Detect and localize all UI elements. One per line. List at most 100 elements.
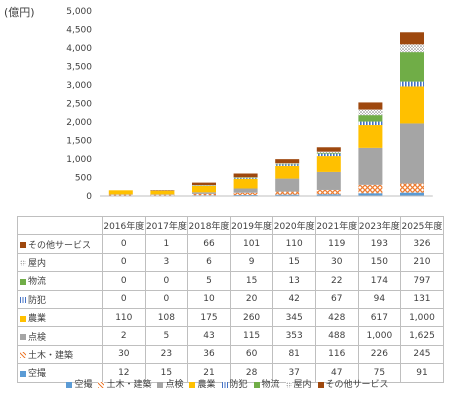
legend-item: 空撮: [66, 377, 92, 390]
bar-segment: [150, 194, 175, 196]
bar-segment: [400, 183, 424, 193]
table-row: 空撮 12 15 21 28 37 47 75 91: [17, 363, 444, 383]
data-label: 15: [272, 252, 316, 273]
legend-item: 屋内: [285, 377, 312, 390]
table-corner: [17, 215, 103, 236]
data-label: 1: [144, 234, 189, 254]
y-tick-label: 4,500: [66, 26, 92, 36]
legend: 空撮 土木・建築 点検 農業 防犯 物流 屋内 その他サービス: [0, 377, 455, 390]
bar-segment: [275, 178, 300, 192]
legend-item: 土木・建築: [98, 377, 151, 390]
bars: [108, 32, 424, 196]
data-label: 20: [229, 289, 274, 309]
y-tick-label: 1,500: [66, 137, 92, 147]
data-label: 15: [144, 363, 189, 383]
bar-segment: [192, 182, 216, 186]
bar-segment: [316, 152, 341, 154]
y-tick-label: 3,500: [66, 63, 92, 73]
data-label: 193: [357, 234, 402, 254]
data-label: 81: [272, 344, 316, 365]
x-tick-label: 2025年度: [400, 215, 444, 236]
bar-segment: [233, 173, 258, 178]
bar-segment: [275, 165, 300, 179]
bar-segment: [233, 188, 258, 193]
series-name: 点検: [17, 326, 103, 346]
bar-segment: [192, 193, 216, 196]
bar-segment: [358, 115, 383, 122]
bar-segment: [316, 189, 341, 195]
bar-segment: [275, 163, 300, 164]
data-label: 245: [400, 344, 444, 365]
legend-item: 防犯: [221, 377, 248, 390]
series-name: 物流: [17, 271, 103, 291]
bar-segment: [400, 86, 424, 124]
bar-segment: [400, 44, 424, 53]
bar-segment: [358, 193, 383, 196]
bar-segment: [316, 194, 341, 196]
bar-segment: [358, 147, 383, 185]
bar-segment: [400, 123, 424, 184]
legend-item: その他サービス: [317, 377, 389, 390]
y-tick-label: 2,000: [66, 118, 92, 128]
x-tick-label: 2016年度: [102, 215, 146, 236]
data-label: 0: [102, 271, 146, 291]
bar-segment: [316, 147, 341, 152]
series-key-icon: [20, 370, 26, 377]
table-row: 屋内 0 3 6 9 15 30 150 210: [17, 252, 444, 273]
data-label: 0: [102, 289, 146, 309]
data-label: 28: [229, 363, 274, 383]
y-tick-label: 5,000: [66, 7, 92, 17]
y-tick-label: 0: [86, 192, 92, 202]
data-label: 91: [400, 363, 444, 383]
table-row: 農業 110 108 175 260 345 428 617 1,000: [17, 307, 444, 328]
bar-segment: [192, 185, 216, 193]
data-label: 67: [314, 289, 359, 309]
x-tick-label: 2021年度: [314, 215, 359, 236]
series-key-icon: [20, 315, 26, 322]
data-label: 110: [272, 234, 316, 254]
data-label: 43: [187, 326, 231, 346]
series-key-icon: [20, 334, 26, 341]
bar-segment: [358, 109, 383, 116]
bar-segment: [233, 178, 258, 189]
legend-item: 物流: [253, 377, 280, 390]
series-key-icon: [20, 278, 26, 285]
legend-key-icon: [285, 381, 292, 388]
y-tick-label: 500: [75, 174, 92, 184]
data-label: 94: [357, 289, 402, 309]
data-label: 60: [229, 344, 274, 365]
bar-segment: [192, 192, 216, 194]
x-tick-label: 2017年度: [144, 215, 189, 236]
bar-segment: [400, 81, 424, 87]
data-label: 42: [272, 289, 316, 309]
data-label: 47: [314, 363, 359, 383]
y-tick-label: 2,500: [66, 100, 92, 110]
data-label: 210: [400, 252, 444, 273]
x-tick-label: 2023年度: [357, 215, 402, 236]
bar-segment: [358, 121, 383, 126]
bar-segment: [316, 153, 341, 157]
data-label: 108: [144, 307, 189, 328]
table-row: 防犯 0 0 10 20 42 67 94 131: [17, 289, 444, 309]
data-label: 488: [314, 326, 359, 346]
legend-item: 点検: [157, 377, 183, 390]
data-label: 116: [314, 344, 359, 365]
data-label: 1,000: [357, 326, 402, 346]
bar-segment: [275, 194, 300, 196]
bar-segment: [150, 190, 175, 195]
data-label: 353: [272, 326, 316, 346]
data-label: 0: [102, 252, 146, 273]
legend-key-icon: [66, 381, 73, 388]
data-label: 115: [229, 326, 274, 346]
data-label: 345: [272, 307, 316, 328]
data-label: 22: [314, 271, 359, 291]
data-label: 131: [400, 289, 444, 309]
bar-segment: [400, 32, 424, 45]
y-tick-label: 4,000: [66, 44, 92, 54]
series-name: 屋内: [17, 252, 103, 273]
series-name: 空撮: [17, 363, 103, 383]
y-tick-label: 3,000: [66, 81, 92, 91]
data-label: 175: [187, 307, 231, 328]
legend-key-icon: [189, 381, 196, 388]
data-label: 260: [229, 307, 274, 328]
